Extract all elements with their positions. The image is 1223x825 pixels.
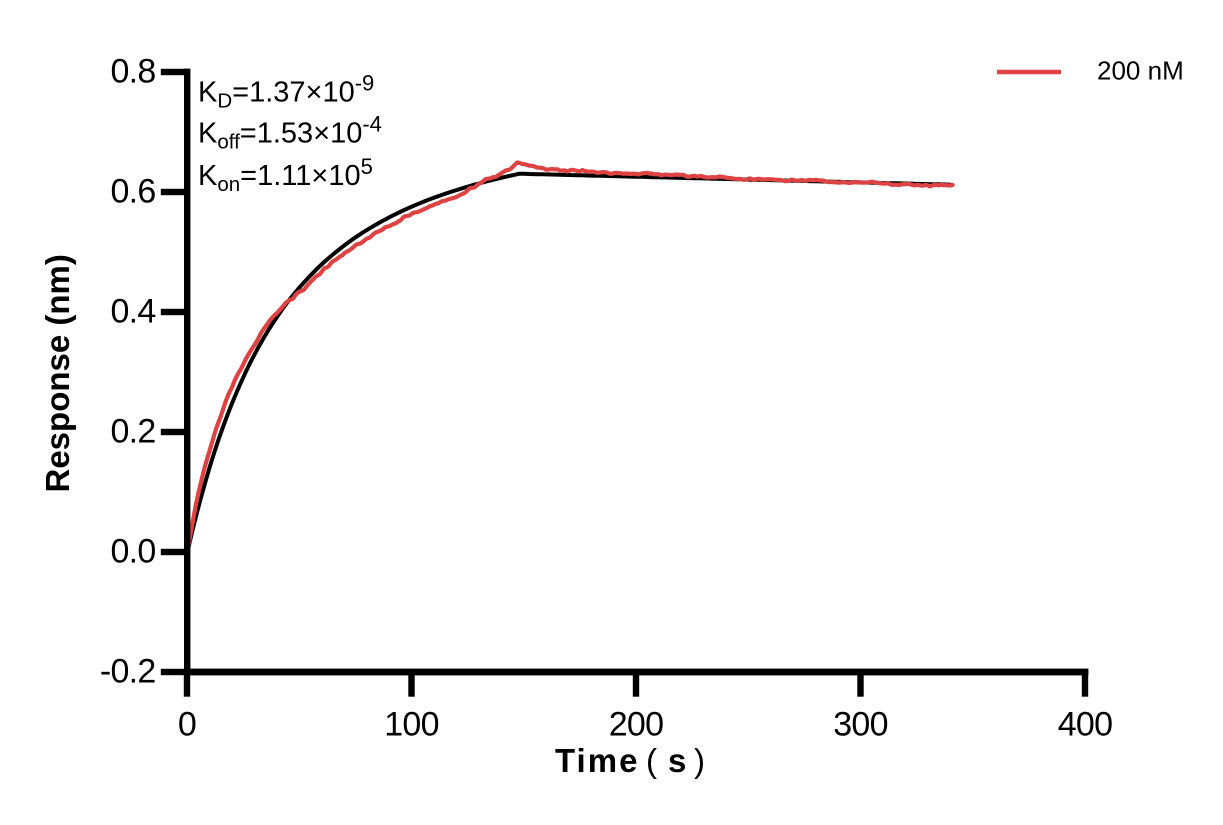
svg-text:0.2: 0.2 <box>110 413 155 451</box>
svg-text:Time(s): Time(s) <box>555 742 705 779</box>
svg-text:400: 400 <box>1058 705 1112 743</box>
svg-text:KD=1.37×10-9: KD=1.37×10-9 <box>198 70 374 112</box>
svg-text:200 nM: 200 nM <box>1097 55 1184 85</box>
svg-text:100: 100 <box>384 705 438 743</box>
svg-text:0.0: 0.0 <box>110 533 155 571</box>
svg-text:0: 0 <box>178 705 196 743</box>
svg-text:0.8: 0.8 <box>110 53 155 91</box>
svg-text:300: 300 <box>833 705 887 743</box>
svg-text:0.4: 0.4 <box>110 293 155 331</box>
svg-text:200: 200 <box>609 705 663 743</box>
svg-text:0.6: 0.6 <box>110 173 155 211</box>
svg-text:Response (nm): Response (nm) <box>39 254 76 492</box>
svg-text:Kon=1.11×105: Kon=1.11×105 <box>198 154 373 196</box>
svg-text:-0.2: -0.2 <box>100 653 156 691</box>
